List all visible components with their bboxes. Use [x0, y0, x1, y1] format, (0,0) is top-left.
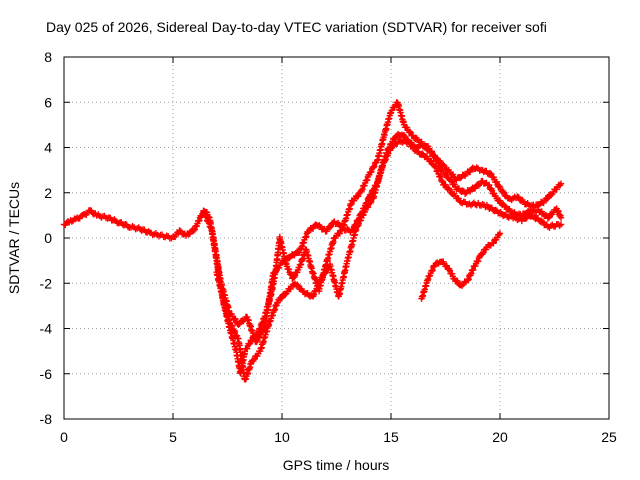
tick-marks: [63, 56, 610, 420]
data-point-131: [277, 295, 285, 302]
x-axis-label: GPS time / hours: [283, 457, 390, 473]
data-point-83: [176, 227, 183, 234]
data-point-146: [294, 281, 301, 288]
data-point-201: [326, 224, 334, 231]
data-point-390: [486, 169, 494, 177]
data-point-202: [327, 223, 335, 230]
data-point-261: [373, 157, 381, 164]
data-point-571: [461, 190, 469, 197]
data-point-94: [190, 227, 197, 235]
data-point-441: [544, 195, 552, 202]
y-tick-labels: -8 -6 -4 -2 0 2 4 6 8: [40, 49, 53, 427]
data-point-582: [475, 182, 483, 189]
data-point-603: [496, 197, 504, 204]
data-point-417: [514, 193, 521, 200]
y-tick-label: -4: [40, 321, 53, 337]
data-point-349: [436, 157, 444, 165]
data-point-147: [295, 282, 302, 290]
x-tick-label: 20: [492, 429, 508, 445]
data-point-157: [281, 258, 288, 265]
y-tick-label: 0: [44, 230, 52, 246]
data-series: [60, 99, 565, 383]
data-point-398: [493, 178, 501, 186]
data-point-405: [499, 187, 507, 195]
x-tick-label: 10: [274, 429, 290, 445]
y-tick-label: 6: [44, 94, 52, 110]
data-point-362: [446, 186, 454, 193]
data-point-352: [440, 161, 447, 168]
y-tick-label: 4: [44, 140, 52, 156]
data-point-253: [368, 168, 375, 175]
data-point-332: [418, 150, 426, 157]
data-point-446: [557, 221, 565, 228]
y-tick-label: -2: [40, 275, 53, 291]
series-upper-track: [200, 99, 565, 346]
data-point-47: [454, 277, 461, 285]
chart-title: Day 025 of 2026, Sidereal Day-to-day VTE…: [46, 19, 547, 35]
x-tick-label: 0: [60, 429, 68, 445]
x-tick-label: 5: [169, 429, 177, 445]
y-axis-label: SDTVAR / TECUs: [6, 182, 22, 294]
data-point-432: [538, 217, 545, 225]
data-point-427: [336, 230, 343, 237]
data-point-73: [232, 315, 239, 323]
data-point-401: [496, 182, 503, 190]
data-point-322: [406, 128, 414, 135]
x-tick-label: 25: [601, 429, 617, 445]
y-tick-label: -6: [40, 366, 53, 382]
data-point-237: [246, 340, 253, 348]
data-point-86: [490, 240, 497, 247]
data-point-640: [544, 215, 552, 222]
data-point-266: [364, 203, 372, 211]
data-point-655: [557, 214, 565, 221]
data-point-340: [428, 158, 435, 165]
data-point-152: [275, 264, 283, 272]
data-point-71: [475, 257, 482, 265]
data-point-76: [235, 321, 242, 328]
x-tick-labels: 0 5 10 15 20 25: [60, 429, 617, 445]
data-point-174: [319, 274, 327, 281]
data-point-453: [557, 180, 565, 187]
data-point-641: [545, 214, 553, 221]
data-point-177: [322, 270, 329, 277]
data-point-88: [251, 356, 258, 363]
data-point-419: [522, 215, 529, 223]
series-isolated-track: [418, 230, 504, 302]
data-point-406: [500, 189, 508, 196]
x-tick-label: 15: [383, 429, 399, 445]
data-point-269: [367, 199, 374, 207]
data-point-559: [448, 177, 455, 185]
data-point-92: [495, 231, 503, 239]
data-point-270: [367, 198, 375, 205]
data-point-132: [278, 294, 286, 301]
data-point-93: [496, 230, 504, 237]
data-point-353: [441, 162, 448, 170]
series-main: [60, 130, 565, 377]
y-tick-label: -8: [40, 411, 53, 427]
data-point-402: [496, 183, 504, 191]
data-point-440: [543, 195, 551, 203]
data-point-361: [445, 185, 452, 192]
data-point-590: [485, 181, 493, 189]
data-point-367: [456, 174, 464, 182]
data-point-607: [501, 202, 508, 209]
data-point-336: [422, 143, 430, 150]
y-tick-label: 2: [44, 185, 52, 201]
data-point-397: [492, 206, 499, 214]
data-point-257: [371, 162, 378, 170]
data-point-235: [355, 192, 362, 200]
data-point-178: [322, 268, 330, 276]
series-lower-track: [213, 136, 565, 383]
data-point-77: [479, 249, 487, 257]
y-tick-label: 8: [44, 49, 52, 65]
data-point-358: [442, 181, 449, 189]
